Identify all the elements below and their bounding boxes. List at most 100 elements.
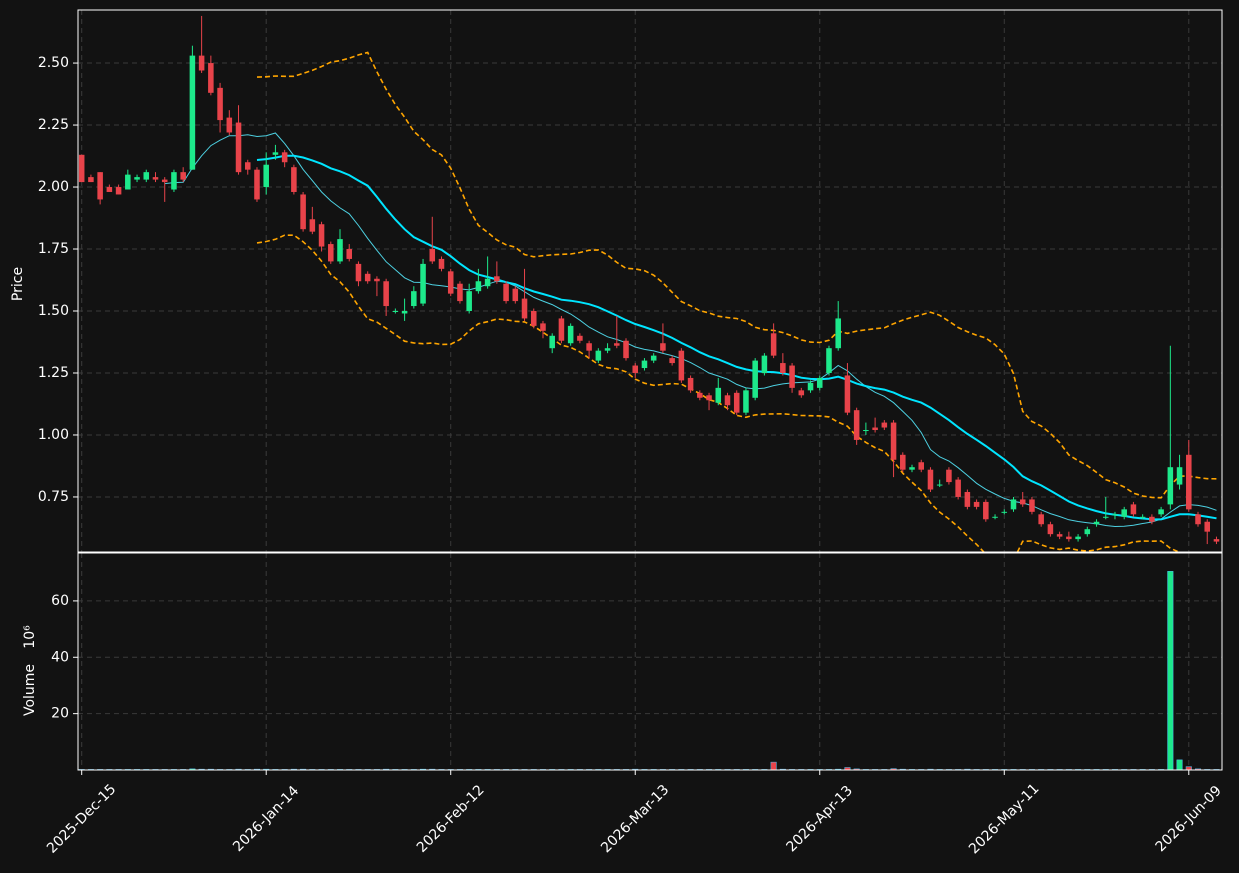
y-tick-label: 2.00 bbox=[38, 179, 69, 195]
candle-body bbox=[198, 55, 205, 71]
candle-body bbox=[364, 273, 371, 282]
candle-body bbox=[1167, 467, 1174, 505]
candle-body bbox=[623, 340, 629, 359]
candle-body bbox=[438, 258, 445, 269]
candle-body bbox=[641, 360, 648, 369]
candle-body bbox=[411, 291, 417, 307]
candle-body bbox=[143, 172, 150, 180]
candle-body bbox=[900, 454, 906, 470]
candle-body bbox=[724, 395, 731, 406]
candle-body bbox=[1001, 511, 1008, 513]
candle-body bbox=[567, 325, 574, 344]
candle-body bbox=[152, 177, 159, 180]
candle-body bbox=[244, 162, 251, 170]
candle-body bbox=[401, 311, 408, 314]
candle-body bbox=[115, 187, 122, 195]
candle-body bbox=[429, 249, 436, 262]
candle-body bbox=[678, 350, 685, 381]
candle-body bbox=[281, 152, 288, 163]
candle-body bbox=[872, 427, 878, 431]
candle-body bbox=[337, 239, 343, 262]
candle-body bbox=[660, 343, 666, 351]
candle-body bbox=[973, 501, 980, 507]
candle-body bbox=[577, 335, 583, 341]
y-axis-label: Price bbox=[10, 267, 26, 301]
candle-body bbox=[844, 375, 851, 413]
candle-body bbox=[955, 479, 961, 497]
candle-body bbox=[125, 174, 131, 190]
y-tick-label: 1.00 bbox=[38, 427, 69, 443]
candle-body bbox=[1102, 516, 1109, 518]
candle-body bbox=[614, 343, 620, 346]
upper-band bbox=[256, 51, 1217, 499]
candle-body bbox=[291, 167, 297, 192]
candle-body bbox=[171, 172, 177, 190]
candle-body bbox=[235, 122, 242, 173]
candle-body bbox=[743, 390, 749, 413]
candle-body bbox=[798, 390, 805, 396]
candle-body bbox=[835, 318, 841, 349]
candle-body bbox=[1047, 524, 1054, 535]
candle-body bbox=[992, 516, 998, 518]
volume-multiplier: 10⁶ bbox=[22, 625, 38, 649]
candle-body bbox=[475, 281, 482, 292]
candle-body bbox=[816, 377, 823, 388]
candle-body bbox=[328, 244, 334, 262]
candle-body bbox=[254, 169, 260, 200]
candle-body bbox=[789, 365, 795, 388]
y-tick-label: 1.50 bbox=[38, 303, 69, 319]
candle-body bbox=[78, 154, 85, 183]
candle-body bbox=[881, 422, 888, 428]
volume-frame bbox=[77, 552, 1223, 771]
candle-body bbox=[807, 382, 814, 391]
candle-body bbox=[466, 291, 472, 312]
candle-body bbox=[890, 422, 897, 460]
candle-body bbox=[346, 249, 353, 259]
candle-body bbox=[650, 355, 657, 361]
candle-body bbox=[1056, 534, 1063, 537]
price-frame bbox=[77, 9, 1223, 553]
candle-body bbox=[1038, 514, 1044, 525]
x-tick-label: 2026-Apr-13 bbox=[783, 783, 856, 856]
candle-body bbox=[226, 117, 233, 133]
candle-body bbox=[1186, 454, 1192, 510]
candle-body bbox=[134, 177, 140, 180]
candle-body bbox=[1213, 539, 1220, 542]
indicators bbox=[78, 15, 1220, 552]
candle-body bbox=[853, 410, 860, 440]
x-tick-label: 2026-Mar-13 bbox=[598, 782, 672, 856]
candle-body bbox=[983, 501, 989, 520]
candle-body bbox=[1029, 499, 1035, 512]
candle-body bbox=[1066, 536, 1072, 540]
candle-body bbox=[1130, 504, 1137, 515]
y-tick-label: 2.25 bbox=[38, 117, 69, 133]
candle-body bbox=[540, 323, 546, 331]
candle-body bbox=[318, 224, 325, 247]
candle-body bbox=[946, 469, 952, 483]
moving-average-fast bbox=[164, 132, 1217, 528]
candle-body bbox=[88, 177, 94, 183]
candle-body bbox=[457, 283, 463, 302]
candle-body bbox=[1158, 509, 1164, 515]
candle-body bbox=[374, 278, 380, 282]
candle-body bbox=[927, 469, 934, 490]
x-tick-label: 2026-Feb-12 bbox=[414, 782, 488, 856]
candle-body bbox=[706, 395, 712, 401]
y-tick-label: 1.25 bbox=[38, 365, 69, 381]
candle-body bbox=[752, 360, 758, 398]
candle-body bbox=[1112, 514, 1118, 516]
volume-bar bbox=[1167, 571, 1174, 771]
candle-body bbox=[669, 358, 675, 364]
candle-body bbox=[355, 263, 362, 282]
candle-body bbox=[586, 343, 592, 351]
candle-body bbox=[1075, 536, 1081, 540]
candle-body bbox=[420, 263, 426, 304]
candle-body bbox=[300, 194, 306, 230]
volume-bar bbox=[770, 761, 777, 771]
candle-body bbox=[1121, 509, 1127, 517]
candle-body bbox=[1195, 514, 1201, 525]
volume-axis-label: Volume bbox=[22, 664, 38, 716]
candle-body bbox=[604, 348, 611, 351]
volume-bar bbox=[1176, 759, 1183, 771]
